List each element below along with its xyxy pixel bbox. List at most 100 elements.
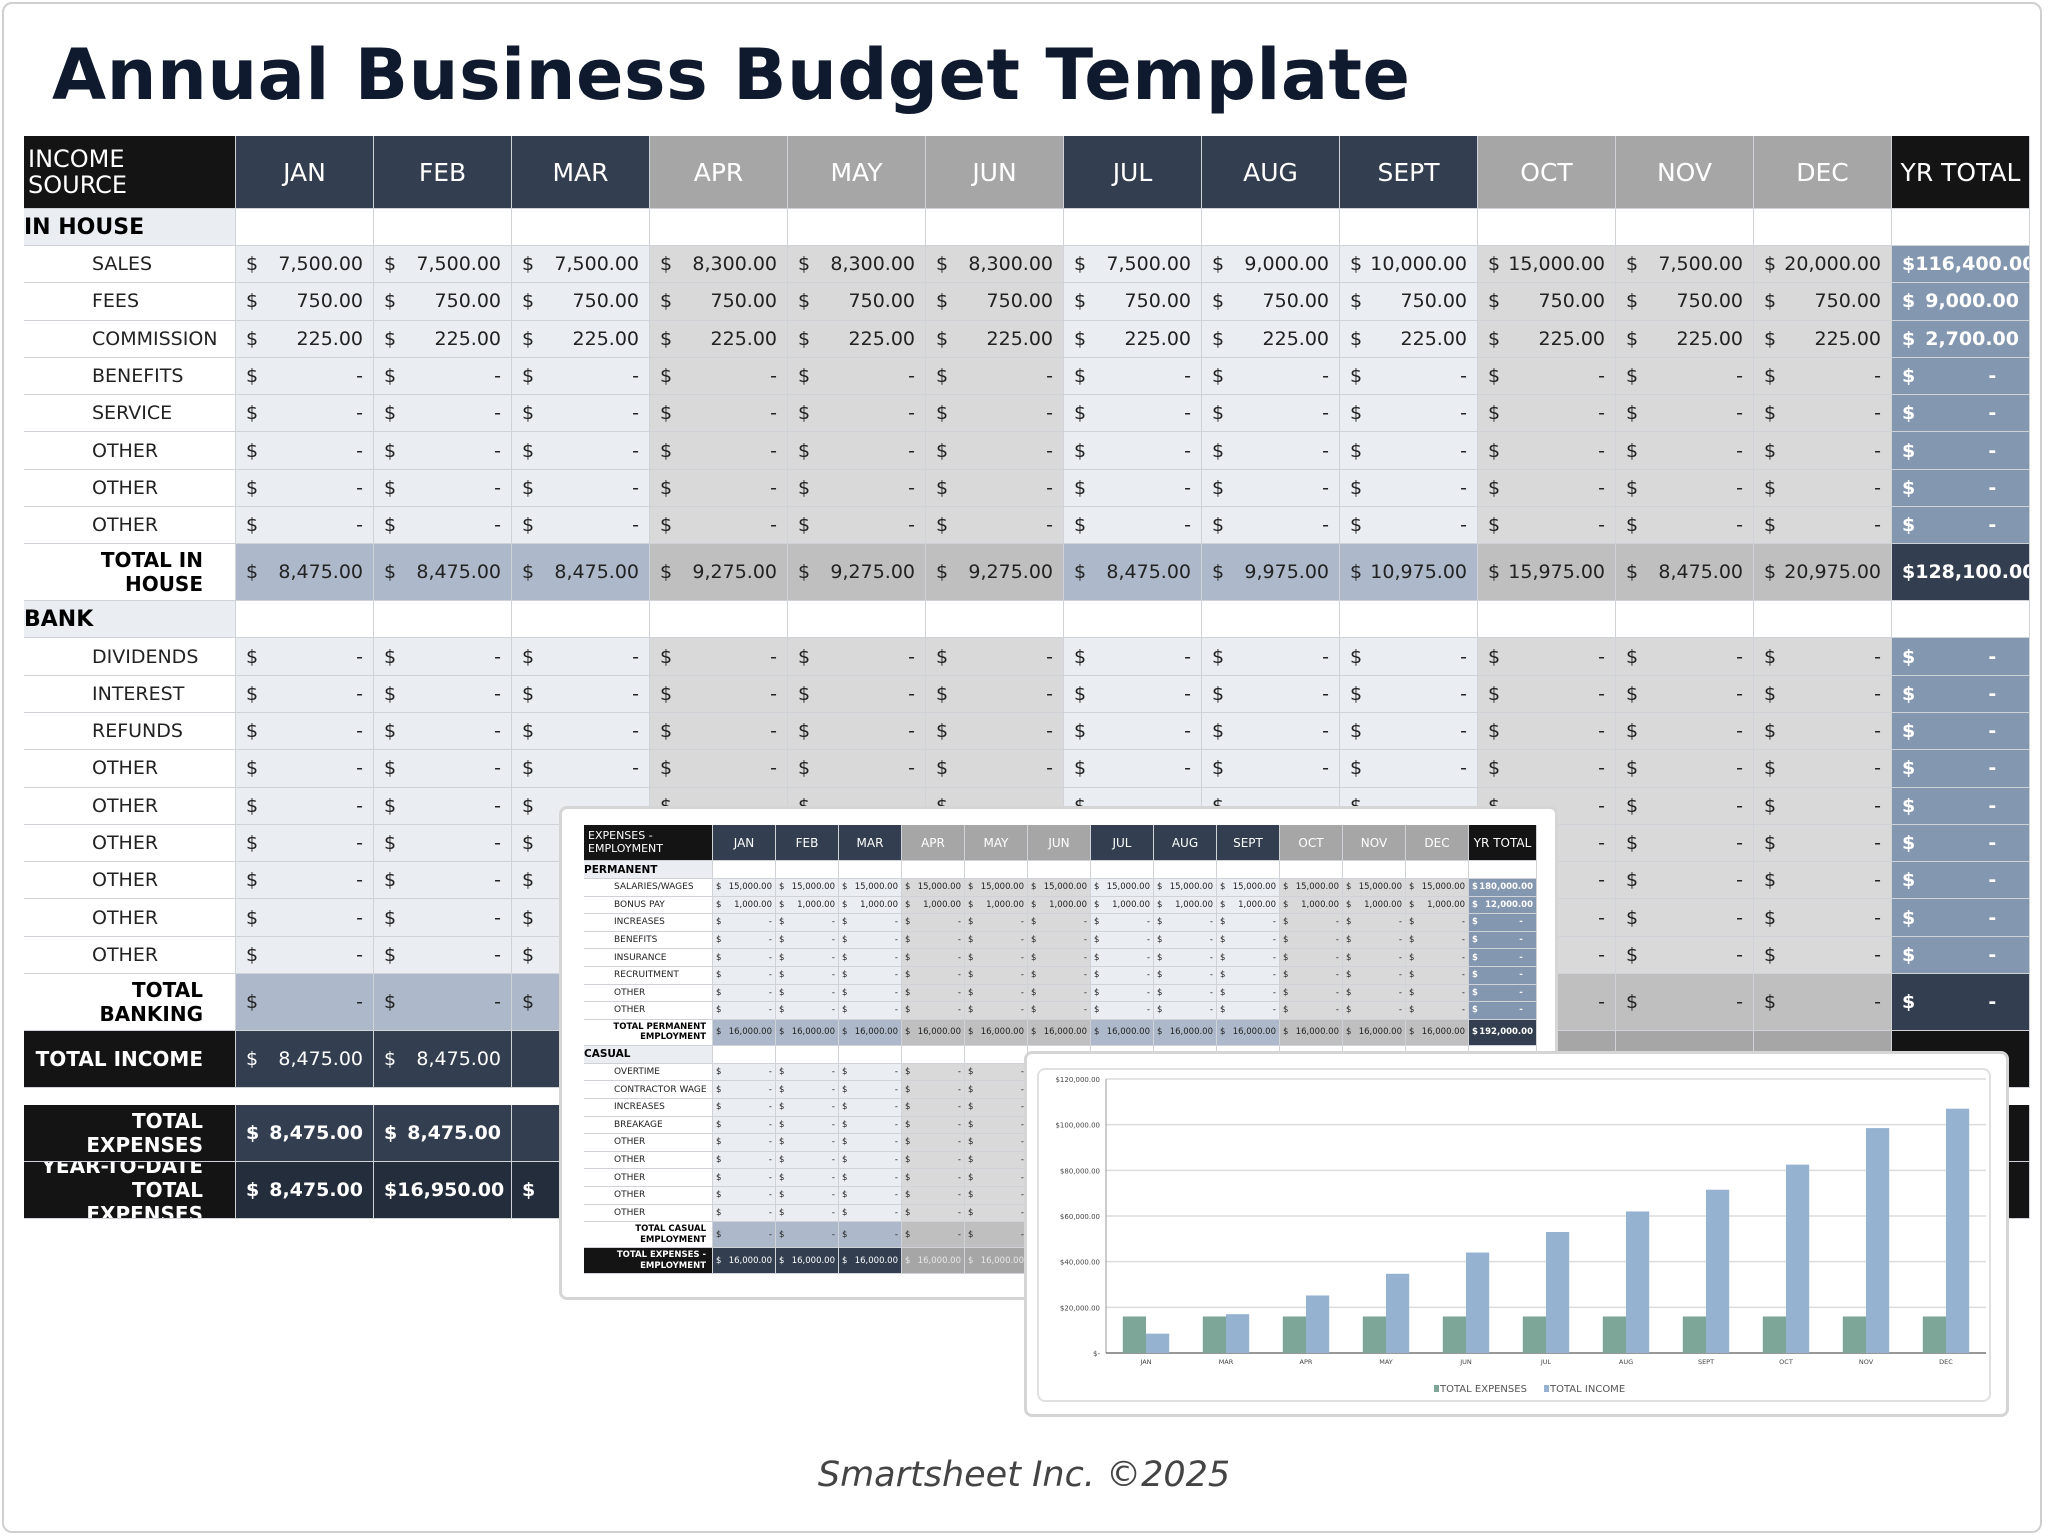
amount-value: - [1020,1207,1024,1218]
yr-total-cell: $192,000.00 [1469,1019,1537,1046]
bar-total-expenses [1282,1316,1306,1353]
column-header-apr: APR [650,136,788,209]
row-label: INCREASES [584,1098,713,1117]
month-cell: $- [1340,395,1478,433]
month-cell: $- [1091,949,1154,967]
currency-symbol: $ [1764,253,1777,276]
currency-symbol: $ [905,1067,911,1078]
currency-symbol: $ [246,1179,260,1202]
currency-symbol: $ [246,514,259,537]
currency-symbol: $ [779,1067,785,1078]
amount-value: - [1272,1005,1276,1016]
amount-value: - [831,1005,835,1016]
row-label: OTHER [584,1134,713,1152]
amount-value: - [1322,682,1329,705]
currency-symbol: $ [1472,899,1478,910]
currency-symbol: $ [842,1067,848,1078]
amount-value: - [768,987,772,998]
currency-symbol: $ [1031,917,1037,928]
month-cell: $- [788,507,926,545]
row-label: IN HOUSE [24,209,236,246]
currency-symbol: $ [1350,327,1363,350]
currency-symbol: $ [779,1207,785,1218]
currency-symbol: $ [246,1048,259,1071]
month-cell: $225.00 [1064,320,1202,358]
month-cell: $15,000.00 [1280,879,1343,897]
amount-value: 15,000.00 [728,882,772,893]
row-label: TOTAL EXPENSES [24,1105,236,1163]
currency-symbol: $ [1094,882,1100,893]
amount-value: - [632,757,639,780]
currency-symbol: $ [905,970,911,981]
currency-symbol: $ [716,1255,722,1266]
month-cell: $- [839,931,902,950]
month-cell: $- [965,1098,1028,1117]
amount-value: - [1988,906,1997,929]
x-tick-label: APR [1300,1358,1313,1366]
currency-symbol: $ [522,1179,536,1202]
empty-cell [1406,861,1469,879]
amount-value: - [494,402,501,425]
amount-value: - [831,1155,835,1166]
empty-cell [1064,601,1202,639]
row-label: TOTAL PERMANENT EMPLOYMENT [584,1019,713,1046]
currency-symbol: $ [716,935,722,946]
amount-value: - [1874,402,1881,425]
month-cell: $- [1478,675,1616,713]
yr-total-cell: $ - [1469,984,1537,1003]
currency-symbol: $ [660,327,673,350]
currency-symbol: $ [968,1005,974,1016]
currency-symbol: $ [1212,476,1225,499]
column-header-dec: DEC [1754,136,1892,209]
month-cell: $- [1754,862,1892,900]
month-cell: $- [788,432,926,470]
currency-symbol: $ [1074,290,1087,313]
month-cell: $750.00 [1754,283,1892,321]
row-label: COMMISSION [24,320,236,358]
currency-symbol: $ [716,1172,722,1183]
bar-total-expenses [1762,1316,1786,1353]
month-cell: $- [839,1081,902,1099]
amount-value: - [494,439,501,462]
amount-value: - [1083,970,1087,981]
amount-value: - [1184,402,1191,425]
bar-total-income [1866,1128,1890,1353]
month-cell: $- [839,1151,902,1170]
row-label: OTHER [584,1169,713,1187]
month-cell: $7,500.00 [1064,246,1202,284]
currency-symbol: $ [1626,290,1639,313]
currency-symbol: $ [1212,439,1225,462]
row-label: TOTAL INCOME [24,1031,236,1089]
month-cell: $- [650,750,788,788]
month-cell: $- [1202,357,1340,396]
month-cell: $10,975.00 [1340,544,1478,602]
amount-value: 225.00 [1262,327,1329,350]
currency-symbol: $ [798,514,811,537]
currency-symbol: $ [1764,794,1777,817]
column-header-nov: NOV [1343,825,1406,861]
amount-value: - [1335,935,1339,946]
bar-total-expenses [1682,1316,1706,1353]
currency-symbol: $ [716,882,722,893]
month-cell: $9,975.00 [1202,544,1340,602]
data-row: COMMISSION $225.00 $225.00 $225.00 $225.00 $2… [24,320,2030,358]
month-cell: $225.00 [1754,320,1892,358]
currency-symbol: $ [1094,987,1100,998]
column-header-aug: AUG [1202,136,1340,209]
amount-value: - [1460,365,1467,388]
amount-value: 225.00 [296,327,363,350]
y-tick-label: $100,000.00 [1055,1122,1100,1130]
currency-symbol: $ [522,943,535,966]
month-cell: $- [926,638,1064,676]
amount-value: 20,000.00 [1784,253,1881,276]
currency-symbol: $ [779,1119,785,1130]
bar-total-income [1786,1164,1810,1353]
currency-symbol: $ [798,327,811,350]
month-cell: $- [713,1116,776,1135]
legend-swatch [1544,1385,1549,1392]
empty-cell [839,861,902,879]
data-row: BENEFITS $ - $ - $ - $ - $ - $ - $ - $ - $ - $ - $ - $ - $ - [584,931,1537,950]
amount-value: - [957,970,961,981]
month-cell: $- [839,1098,902,1117]
currency-symbol: $ [1220,917,1226,928]
